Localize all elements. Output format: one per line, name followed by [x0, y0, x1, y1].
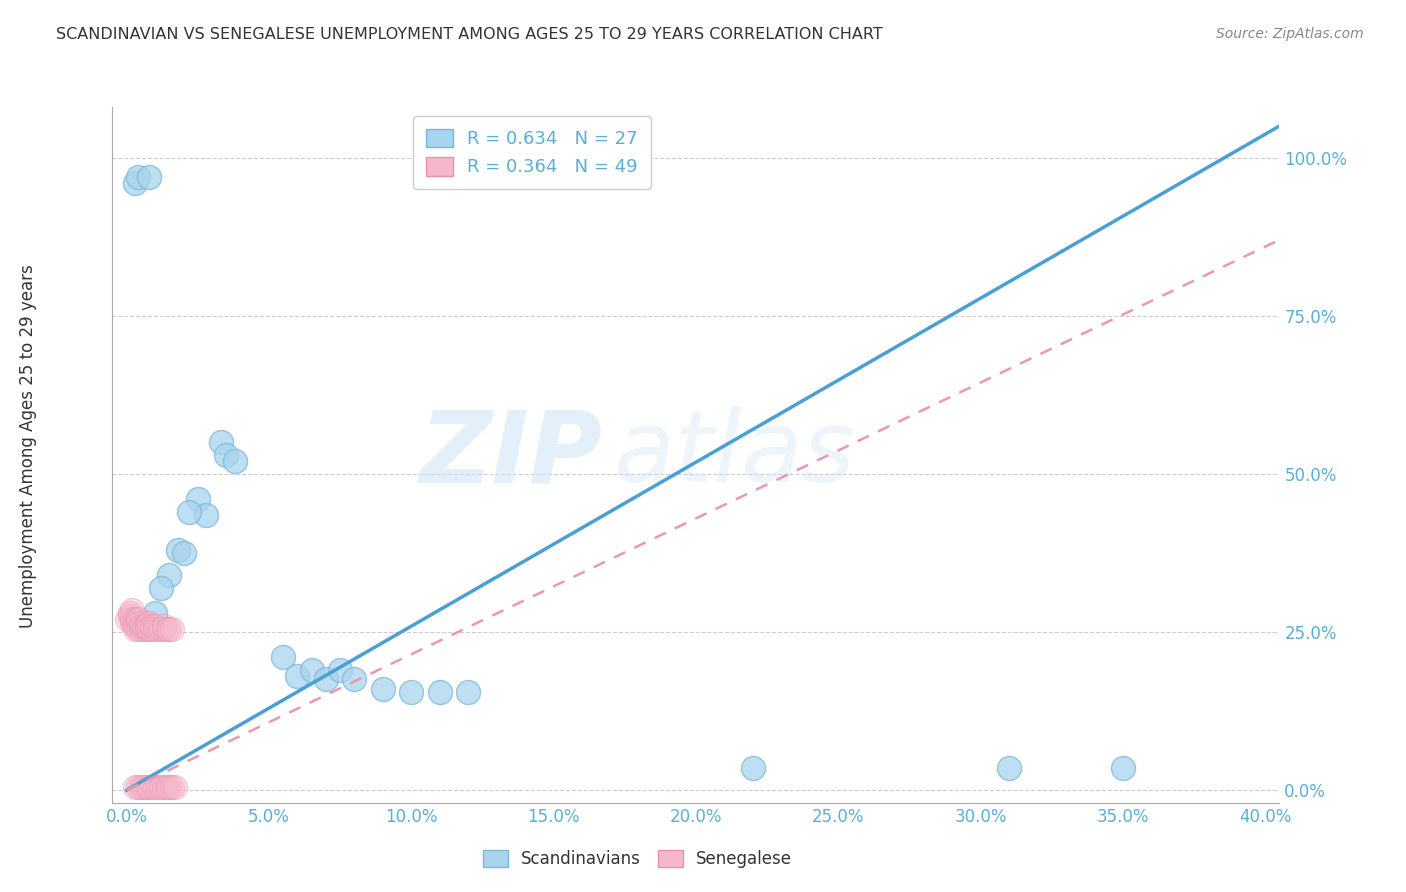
Point	[157, 780, 180, 794]
Point	[146, 780, 169, 794]
Text: ZIP: ZIP	[419, 407, 603, 503]
Point	[138, 622, 160, 636]
Point	[162, 780, 184, 794]
Point	[118, 609, 141, 624]
Point	[124, 615, 146, 630]
Point	[143, 780, 166, 794]
Point	[124, 618, 146, 632]
Point	[152, 622, 174, 636]
Point	[143, 606, 166, 620]
Point	[129, 615, 152, 630]
Point	[457, 685, 479, 699]
Point	[135, 780, 157, 794]
Point	[121, 603, 143, 617]
Point	[135, 618, 157, 632]
Point	[124, 176, 146, 190]
Point	[129, 622, 152, 636]
Text: Unemployment Among Ages 25 to 29 years: Unemployment Among Ages 25 to 29 years	[20, 264, 37, 628]
Point	[179, 505, 201, 519]
Point	[271, 650, 294, 665]
Point	[129, 780, 152, 794]
Point	[132, 622, 155, 636]
Point	[224, 454, 246, 468]
Text: atlas: atlas	[614, 407, 856, 503]
Point	[162, 622, 184, 636]
Point	[127, 612, 149, 626]
Point	[135, 615, 157, 630]
Point	[143, 618, 166, 632]
Point	[138, 780, 160, 794]
Point	[121, 612, 143, 626]
Point	[141, 622, 163, 636]
Point	[301, 663, 323, 677]
Point	[127, 615, 149, 630]
Point	[155, 622, 177, 636]
Point	[157, 568, 180, 582]
Point	[146, 622, 169, 636]
Point	[124, 780, 146, 794]
Point	[429, 685, 451, 699]
Point	[149, 622, 172, 636]
Point	[1112, 761, 1135, 775]
Point	[118, 606, 141, 620]
Point	[129, 618, 152, 632]
Point	[315, 673, 337, 687]
Point	[287, 669, 309, 683]
Point	[741, 761, 763, 775]
Point	[143, 622, 166, 636]
Point	[124, 612, 146, 626]
Point	[209, 435, 232, 450]
Point	[173, 546, 195, 560]
Point	[132, 780, 155, 794]
Point	[135, 622, 157, 636]
Point	[138, 615, 160, 630]
Point	[152, 780, 174, 794]
Point	[215, 448, 238, 462]
Point	[127, 780, 149, 794]
Point	[141, 780, 163, 794]
Point	[149, 581, 172, 595]
Point	[121, 615, 143, 630]
Point	[127, 622, 149, 636]
Point	[343, 673, 366, 687]
Text: SCANDINAVIAN VS SENEGALESE UNEMPLOYMENT AMONG AGES 25 TO 29 YEARS CORRELATION CH: SCANDINAVIAN VS SENEGALESE UNEMPLOYMENT …	[56, 27, 883, 42]
Point	[132, 618, 155, 632]
Point	[998, 761, 1021, 775]
Text: Source: ZipAtlas.com: Source: ZipAtlas.com	[1216, 27, 1364, 41]
Point	[115, 612, 138, 626]
Point	[187, 492, 209, 507]
Point	[371, 681, 394, 696]
Point	[157, 622, 180, 636]
Point	[152, 618, 174, 632]
Point	[165, 780, 187, 794]
Point	[138, 169, 160, 184]
Point	[195, 508, 218, 522]
Legend: Scandinavians, Senegalese: Scandinavians, Senegalese	[472, 839, 803, 878]
Point	[141, 618, 163, 632]
Point	[167, 542, 190, 557]
Point	[401, 685, 423, 699]
Point	[127, 169, 149, 184]
Point	[124, 622, 146, 636]
Point	[155, 780, 177, 794]
Point	[149, 780, 172, 794]
Point	[329, 663, 352, 677]
